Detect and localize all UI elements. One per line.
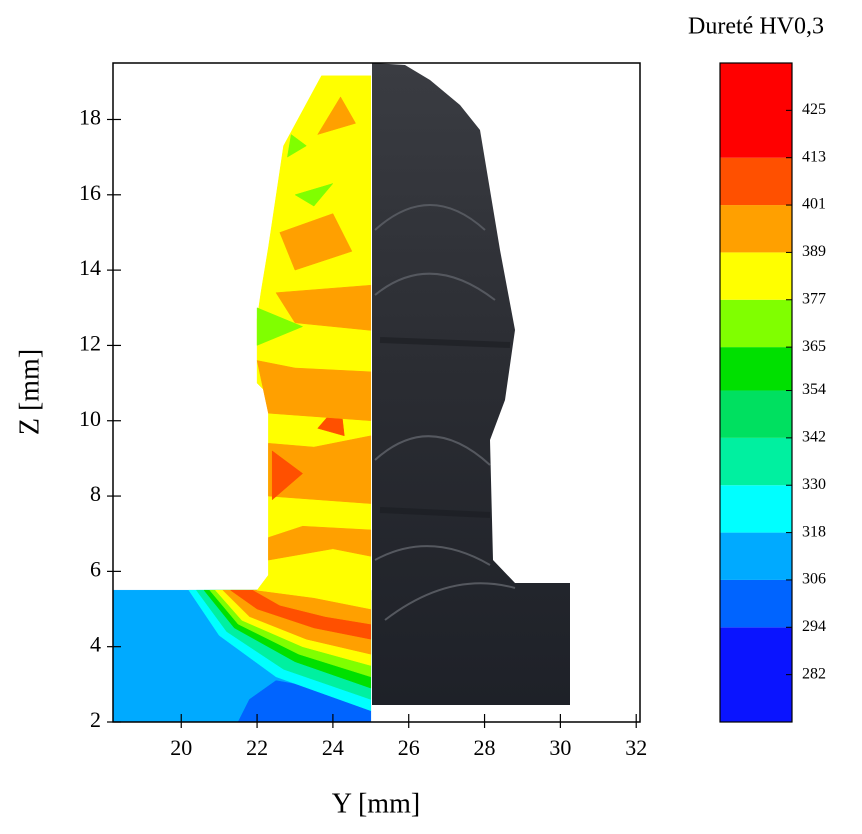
colorbar-band: [720, 627, 792, 722]
y-tick-label: 18: [79, 105, 101, 130]
y-tick-label: 4: [90, 632, 101, 657]
contour-region: [268, 525, 372, 561]
colorbar-band: [720, 205, 792, 253]
y-axis-title: Z [mm]: [14, 349, 45, 435]
colorbar-band: [720, 347, 792, 391]
contour-map: [113, 75, 372, 722]
weld-shade: [379, 337, 511, 518]
colorbar-tick-label: 318: [802, 523, 826, 540]
x-tick-label: 22: [246, 735, 268, 760]
contour-region: [287, 134, 307, 158]
contour-region: [294, 183, 334, 207]
colorbar-tick-label: 413: [802, 148, 826, 165]
x-tick-label: 28: [474, 735, 496, 760]
contour-region: [279, 213, 353, 271]
y-tick-label: 16: [79, 180, 101, 205]
x-axis-title: Y [mm]: [332, 788, 420, 819]
y-tick-label: 10: [79, 406, 101, 431]
y-tick-label: 2: [90, 707, 101, 732]
colorbar-tick-label: 401: [802, 196, 826, 213]
colorbar-tick-label: 365: [802, 338, 826, 355]
colorbar-band: [720, 390, 792, 438]
colorbar-tick-label: 354: [802, 381, 826, 398]
contour-region: [256, 307, 304, 346]
photo: [372, 63, 570, 705]
weld-bead: [374, 204, 516, 621]
colorbar-band: [720, 485, 792, 533]
y-tick-label: 6: [90, 556, 101, 581]
macrograph: [372, 63, 570, 705]
x-tick-label: 20: [170, 735, 192, 760]
colorbar-band: [720, 252, 792, 300]
colorbar-tick-label: 389: [802, 243, 826, 260]
contour-region: [275, 284, 372, 331]
colorbar-band: [720, 299, 792, 348]
colorbar-tick-label: 342: [802, 429, 826, 446]
contour-region: [256, 360, 372, 421]
colorbar-tick-label: 282: [802, 665, 826, 682]
plot-frame: [112, 62, 641, 723]
colorbar-frame: [719, 62, 793, 723]
colorbar-band: [720, 63, 792, 158]
colorbar-tick-label: 306: [802, 571, 826, 588]
y-tick-label: 8: [90, 481, 101, 506]
contour-region: [317, 96, 356, 135]
y-tick-label: 12: [79, 330, 101, 355]
colorbar-band: [720, 157, 792, 206]
colorbar-tick-label: 330: [802, 476, 826, 493]
x-tick-label: 30: [549, 735, 571, 760]
x-tick-label: 24: [322, 735, 344, 760]
x-tick-label: 32: [625, 735, 647, 760]
contour-region: [268, 435, 372, 504]
colorbar-tick-label: 425: [802, 101, 826, 118]
contour-region: [271, 450, 303, 501]
colorbar-tick-label: 377: [802, 290, 826, 307]
colorbar-band: [720, 437, 792, 486]
colorbar-tick-label: 294: [802, 618, 826, 635]
colorbar-title: Dureté HV0,3: [688, 14, 824, 40]
colorbar-band: [720, 579, 792, 628]
colorbar-band: [720, 532, 792, 580]
x-tick-label: 26: [398, 735, 420, 760]
y-tick-label: 14: [79, 255, 101, 280]
